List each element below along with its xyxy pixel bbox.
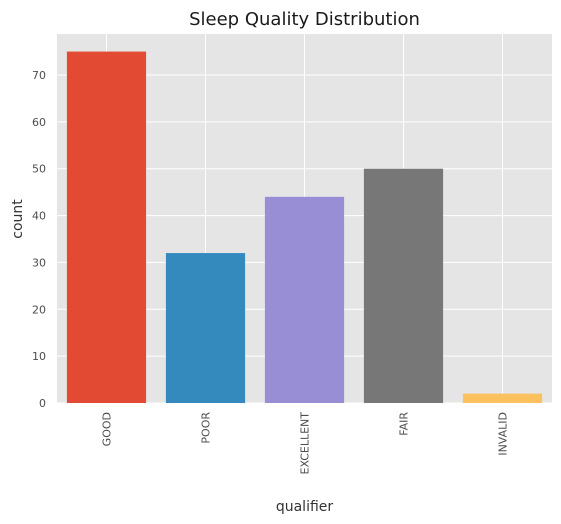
x-tick-labels: GOOD POOR EXCELLENT FAIR INVALID	[101, 412, 510, 475]
y-tick-label: 20	[32, 303, 46, 316]
x-tick-label: FAIR	[398, 412, 411, 436]
y-tick-label: 10	[32, 350, 46, 363]
x-tick-label: INVALID	[497, 412, 510, 456]
chart-title: Sleep Quality Distribution	[189, 9, 420, 30]
bar-fair	[363, 168, 444, 403]
y-tick-label: 50	[32, 163, 46, 176]
y-tick-label: 60	[32, 116, 46, 129]
x-tick-label: GOOD	[101, 412, 114, 446]
bar-poor	[165, 253, 246, 403]
bar-good	[66, 51, 147, 403]
y-tick-labels: 0 10 20 30 40 50 60 70	[32, 69, 46, 410]
bar-invalid	[462, 393, 543, 403]
y-tick-label: 70	[32, 69, 46, 82]
x-axis-label: qualifier	[276, 499, 334, 515]
y-tick-label: 0	[39, 397, 46, 410]
bar-excellent	[264, 196, 345, 403]
bars	[66, 51, 543, 403]
y-tick-label: 40	[32, 210, 46, 223]
y-axis-label: count	[10, 199, 26, 239]
x-tick-label: POOR	[200, 412, 213, 444]
y-tick-label: 30	[32, 256, 46, 269]
x-tick-label: EXCELLENT	[299, 412, 312, 475]
